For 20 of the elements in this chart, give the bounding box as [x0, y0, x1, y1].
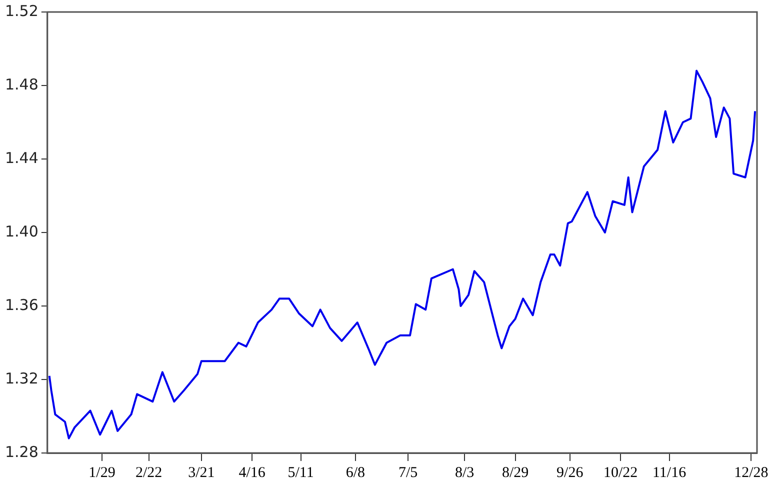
x-tick-label: 12/28: [734, 464, 768, 481]
y-tick-label: 1.40: [4, 222, 38, 240]
x-tick-label: 10/22: [603, 464, 638, 481]
y-tick-label: 1.36: [4, 296, 38, 314]
x-tick-label: 11/16: [652, 464, 687, 481]
x-tick-label: 8/3: [454, 464, 474, 481]
x-tick-label: 5/11: [288, 464, 314, 481]
x-tick-label: 3/21: [188, 464, 215, 481]
y-tick-label: 1.52: [4, 2, 38, 20]
x-tick-label: 1/29: [88, 464, 116, 481]
y-tick-label: 1.48: [4, 75, 38, 94]
x-tick-label: 2/22: [135, 464, 162, 481]
x-tick-label: 7/5: [398, 464, 418, 481]
x-tick-label: 6/8: [346, 464, 365, 481]
y-tick-label: 1.32: [4, 369, 38, 388]
y-tick-label: 1.28: [4, 442, 38, 461]
y-tick-label: 1.44: [4, 148, 38, 167]
x-tick-label: 9/26: [556, 464, 584, 481]
x-tick-label: 4/16: [238, 464, 266, 481]
x-tick-label: 8/29: [502, 464, 529, 481]
